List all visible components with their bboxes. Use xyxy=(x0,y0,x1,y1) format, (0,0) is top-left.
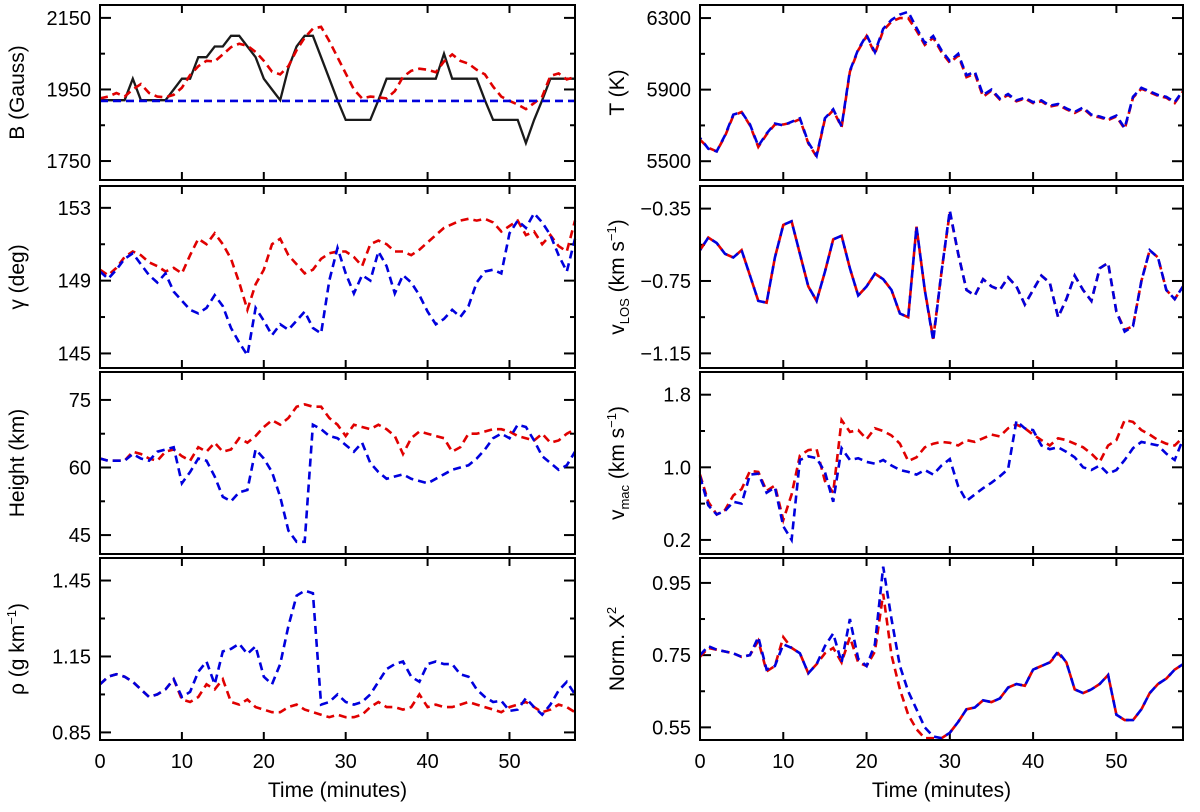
panel-gamma-deg: 145 149 153 γ (deg) xyxy=(6,185,577,369)
y-tick-label: 5900 xyxy=(647,80,692,102)
y-axis-title: vLOS (km s−1) xyxy=(604,219,632,335)
plot-frame xyxy=(99,4,576,181)
y-tick-label: 1.0 xyxy=(663,457,691,479)
series-red-dashed-series xyxy=(698,211,1185,340)
y-tick-label: 0.95 xyxy=(652,573,691,595)
y-tick-label: 0.55 xyxy=(652,717,691,739)
x-axis-title: Time (minutes) xyxy=(872,779,1011,802)
x-tick-label: 50 xyxy=(1105,751,1127,773)
y-tick-label: 149 xyxy=(58,271,91,293)
series-blue-dashed-series xyxy=(99,422,577,544)
y-tick-label: 153 xyxy=(58,198,91,220)
series-red-dashed-series xyxy=(99,25,576,111)
plot-frame xyxy=(699,557,1184,741)
y-tick-label: 2150 xyxy=(47,8,92,30)
y-axis-title: ρ (g km−1) xyxy=(4,603,29,695)
plot-frame xyxy=(99,185,576,369)
x-tick-label: 40 xyxy=(416,751,438,773)
series-blue-dashed-series xyxy=(99,589,577,717)
y-axis-title: Norm. X2 xyxy=(604,607,629,691)
y-tick-label: 60 xyxy=(69,458,91,480)
series-black-solid-series xyxy=(100,34,575,147)
plot-frame xyxy=(99,371,576,555)
series-red-dashed-series xyxy=(698,416,1184,525)
panel-rho: 0 10 20 30 40 50 0.85 1.15 1.45 ρ (g km−1) xyxy=(4,557,577,773)
x-tick-label: 0 xyxy=(94,751,105,773)
y-tick-label: −0.75 xyxy=(640,271,691,293)
y-tick-label: −1.15 xyxy=(640,343,691,365)
x-axis-title: Time (minutes) xyxy=(268,779,407,802)
series-blue-dashed-series xyxy=(99,211,577,359)
x-tick-label: 20 xyxy=(253,751,275,773)
y-axis-title: γ (deg) xyxy=(6,244,29,309)
series-red-dashed-series xyxy=(99,403,576,463)
y-tick-label: 45 xyxy=(69,525,91,547)
y-tick-label: 1750 xyxy=(47,151,92,173)
y-axis-title: Height (km) xyxy=(6,409,29,518)
y-tick-label: −0.35 xyxy=(640,199,691,221)
y-axis-title: vmac (km s−1) xyxy=(604,406,632,520)
panel-height-km: 45 60 75 Height (km) xyxy=(6,371,577,555)
y-tick-label: 6300 xyxy=(647,8,692,30)
panel-vlos: −1.15 −0.75 −0.35 vLOS (km s−1) xyxy=(604,185,1185,369)
series-blue-dashed-series xyxy=(698,418,1185,544)
y-tick-label: 1950 xyxy=(47,79,92,101)
y-tick-label: 0.75 xyxy=(652,645,691,667)
y-tick-label: 0.85 xyxy=(52,722,91,744)
plot-frame xyxy=(699,371,1184,555)
plot-frame xyxy=(699,4,1184,181)
y-tick-label: 5500 xyxy=(647,151,692,173)
x-tick-label: 10 xyxy=(772,751,794,773)
series-red-dashed-series xyxy=(699,593,1184,740)
panel-b-gauss: 1750 1950 2150 B (Gauss) xyxy=(6,4,576,181)
y-tick-label: 145 xyxy=(58,343,91,365)
y-tick-label: 1.45 xyxy=(52,571,91,593)
series-blue-dashed-series xyxy=(698,10,1185,160)
y-axis-title: B (Gauss) xyxy=(6,45,29,140)
panel-vmac: 0.2 1.0 1.8 vmac (km s−1) xyxy=(604,371,1185,555)
x-tick-label: 10 xyxy=(171,751,193,773)
y-axis-title: T (K) xyxy=(606,69,629,115)
panel-t-kelvin: 5500 5900 6300 T (K) xyxy=(606,4,1185,181)
plot-frame xyxy=(99,557,576,741)
x-tick-label: 40 xyxy=(1022,751,1044,773)
y-tick-label: 1.15 xyxy=(52,646,91,668)
x-tick-label: 50 xyxy=(498,751,520,773)
x-tick-label: 0 xyxy=(694,751,705,773)
series-red-dashed-series xyxy=(699,16,1185,161)
y-tick-label: 1.8 xyxy=(663,385,691,407)
y-tick-label: 75 xyxy=(69,390,91,412)
series-blue-dashed-series xyxy=(698,210,1185,341)
x-tick-label: 30 xyxy=(939,751,961,773)
panel-norm-chi2: 0 10 20 30 40 50 0.55 0.75 0.95 Norm. X2 xyxy=(604,557,1184,773)
x-tick-label: 30 xyxy=(335,751,357,773)
plot-frame xyxy=(699,185,1184,369)
series-red-dashed-series xyxy=(99,217,577,315)
x-tick-label: 20 xyxy=(855,751,877,773)
series-blue-dashed-series xyxy=(699,566,1184,740)
y-tick-label: 0.2 xyxy=(663,530,691,552)
